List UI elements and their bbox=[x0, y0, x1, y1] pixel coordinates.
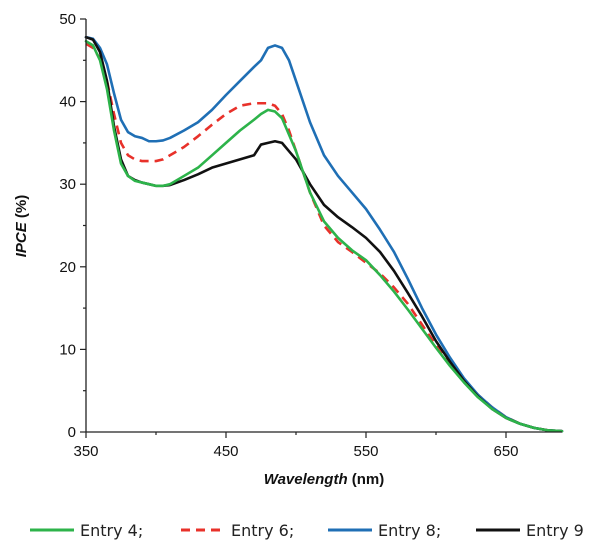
x-tick-label: 550 bbox=[353, 443, 378, 460]
series-line-entry-6 bbox=[85, 42, 563, 433]
y-tick-label: 0 bbox=[68, 424, 76, 441]
y-tick-label: 50 bbox=[59, 11, 76, 28]
x-tick-label: 450 bbox=[213, 443, 238, 460]
plot-lines bbox=[84, 35, 564, 433]
y-tick-label: 10 bbox=[59, 341, 76, 358]
x-tick-label: 350 bbox=[73, 443, 98, 460]
axes bbox=[85, 19, 562, 433]
legend-label: Entry 8; bbox=[378, 521, 441, 540]
x-tick-label: 650 bbox=[493, 443, 518, 460]
y-axis-title: IPCE (%) bbox=[13, 195, 30, 258]
legend-label: Entry 6; bbox=[231, 521, 294, 540]
series-line-entry-4 bbox=[84, 40, 564, 433]
x-axis-title-italic: Wavelength bbox=[264, 471, 348, 488]
legend-label: Entry 9 bbox=[526, 521, 584, 540]
y-tick-label: 30 bbox=[59, 176, 76, 193]
legend: Entry 4; Entry 6; Entry 8; Entry 9 bbox=[30, 521, 584, 540]
x-axis-title: Wavelength (nm) bbox=[264, 471, 385, 488]
y-tick-label: 40 bbox=[59, 94, 76, 111]
legend-label: Entry 4; bbox=[80, 521, 143, 540]
series-line-entry-9 bbox=[84, 35, 564, 433]
y-ticks: 0 10 20 30 40 50 bbox=[59, 11, 86, 441]
y-axis-title-unit: (%) bbox=[13, 195, 30, 223]
y-axis-title-italic: IPCE bbox=[13, 221, 30, 257]
y-tick-label: 20 bbox=[59, 259, 76, 276]
x-ticks: 350 450 550 650 bbox=[73, 432, 519, 460]
series-line-entry-8 bbox=[84, 35, 564, 433]
x-axis-title-unit: (nm) bbox=[348, 471, 385, 488]
